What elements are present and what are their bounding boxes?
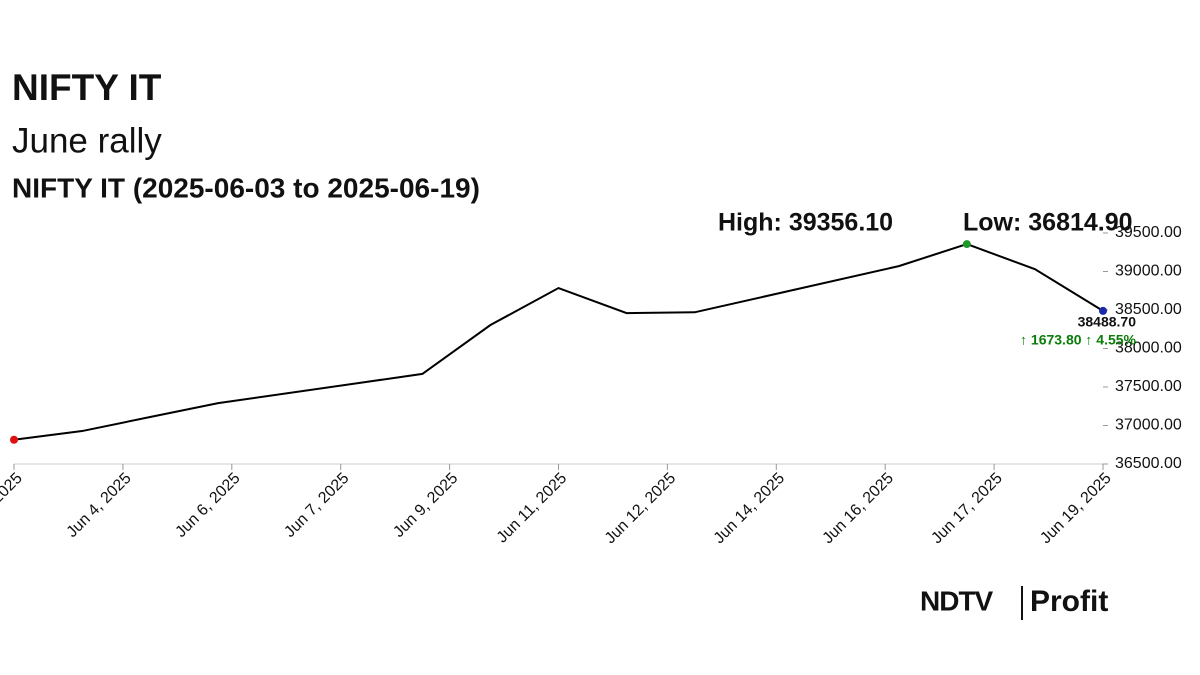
- y-tick-label: 38500.00: [1115, 301, 1182, 318]
- x-tick-label: Jun 17, 2025: [928, 470, 1006, 548]
- y-tick-label: 38000.00: [1115, 340, 1182, 357]
- y-tick-label: 39000.00: [1115, 263, 1182, 280]
- x-tick-label: Jun 3, 2025: [0, 470, 26, 541]
- x-tick-label: Jun 9, 2025: [390, 470, 461, 541]
- change-label: ↑ 1673.80 ↑ 4.55%: [1020, 332, 1137, 348]
- y-tick-label: 37000.00: [1115, 417, 1182, 434]
- high-marker: [962, 240, 971, 249]
- low-annotation: Low: 36814.90: [963, 209, 1133, 237]
- x-tick-label: Jun 6, 2025: [172, 470, 243, 541]
- high-annotation: High: 39356.10: [718, 209, 893, 237]
- x-tick-label: Jun 16, 2025: [820, 470, 898, 548]
- y-tick-label: 39500.00: [1115, 224, 1182, 241]
- chart-title: NIFTY IT (2025-06-03 to 2025-06-19): [12, 172, 480, 203]
- x-tick-label: Jun 14, 2025: [711, 470, 789, 548]
- y-tick-label: 37500.00: [1115, 378, 1182, 395]
- y-tick-label: 36500.00: [1115, 455, 1182, 472]
- x-tick-label: Jun 12, 2025: [602, 470, 680, 548]
- end-marker: [1099, 306, 1107, 315]
- last-value-label: 38488.70: [1078, 314, 1137, 330]
- line: [13, 243, 1104, 441]
- x-tick-label: Jun 4, 2025: [64, 470, 135, 541]
- page-subtitle: June rally: [12, 121, 162, 160]
- start-marker: [10, 435, 18, 444]
- logo-product: Profit: [1030, 585, 1108, 618]
- x-tick-label: Jun 11, 2025: [494, 470, 571, 547]
- page-title: NIFTY IT: [12, 67, 162, 108]
- logo-brand: NDTV: [920, 585, 994, 616]
- x-tick-label: Jun 7, 2025: [281, 470, 352, 541]
- x-tick-label: Jun 19, 2025: [1037, 470, 1115, 548]
